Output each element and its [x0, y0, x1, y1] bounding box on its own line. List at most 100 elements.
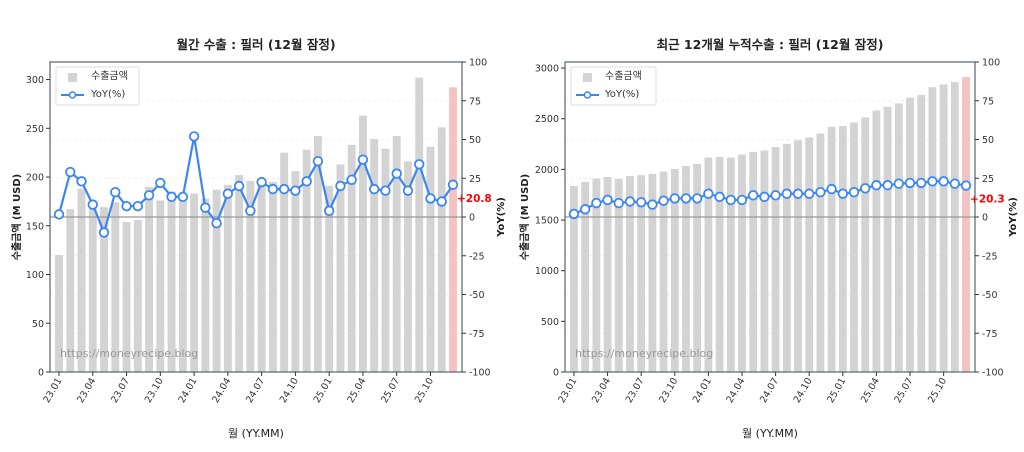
y2-tick-label: -50	[469, 290, 485, 301]
y2-axis-label: YoY(%)	[1008, 197, 1019, 238]
y-tick-label: 300	[26, 75, 44, 86]
yoy-point-24.11	[301, 176, 312, 187]
x-tick-label: 25.10	[926, 376, 949, 405]
bar-24.12	[313, 136, 322, 372]
bar-25.02	[850, 122, 858, 372]
x-tick-label: 24.01	[177, 376, 200, 405]
bar-23.08	[133, 219, 142, 372]
x-tick-label: 25.10	[413, 376, 436, 405]
bar-23.09	[145, 186, 153, 372]
yoy-point-23.11	[166, 191, 177, 203]
chart-title: 월간 수출 : 필러 (12월 잠정)	[176, 37, 335, 52]
y-tick-label: 1000	[535, 266, 559, 277]
y-tick-label: 100	[26, 270, 44, 281]
yoy-point-25.09	[927, 176, 938, 187]
yoy-point-24.10	[290, 185, 301, 196]
bar-25.02	[336, 164, 345, 372]
bar-25.08	[404, 161, 412, 372]
yoy-point-23.06	[624, 196, 636, 207]
yoy-point-23.08	[132, 200, 144, 212]
bar-25.04	[359, 115, 367, 372]
bar-23.02	[66, 209, 75, 372]
yoy-point-23.09	[143, 190, 155, 201]
bar-23.03	[592, 178, 601, 372]
bar-24.07	[771, 146, 780, 372]
yoy-point-25.04	[871, 180, 882, 191]
x-tick-label: 24.10	[792, 376, 815, 405]
watermark: https://moneyrecipe.blog	[60, 347, 198, 360]
yoy-point-25.05	[368, 183, 380, 195]
yoy-point-25.12	[960, 180, 972, 191]
y-tick-label: 0	[553, 368, 559, 379]
y-axis-label: 수출금액 (M USD)	[10, 174, 23, 260]
bar-25.06	[894, 103, 903, 373]
y-tick-label: 3000	[535, 64, 559, 75]
yoy-point-23.04	[87, 199, 98, 210]
cumulative-export-chart: 0 500 1000 1500 2000 2500 3000 -100 -75 -50 -25 0 25…	[518, 37, 1019, 440]
y-axis-label: 수출금액 (M USD)	[518, 174, 531, 260]
bar-25.10	[426, 146, 435, 372]
y-tick-label: 150	[26, 221, 44, 232]
bar-25.01	[325, 185, 334, 372]
y-tick-label: 1500	[535, 216, 559, 227]
yoy-point-24.02	[200, 202, 211, 213]
bar-23.03	[77, 188, 86, 372]
yoy-point-23.10	[155, 177, 166, 189]
yoy-point-23.09	[658, 195, 669, 206]
yoy-point-25.02	[848, 186, 860, 198]
bar-25.06	[381, 148, 390, 372]
bar-24.05	[749, 151, 758, 372]
bar-23.06	[626, 175, 634, 372]
y2-axis-label: YoY(%)	[496, 197, 507, 238]
yoy-point-24.05	[747, 190, 759, 201]
chart-title: 최근 12개월 누적수출 : 필러 (12월 잠정)	[657, 37, 884, 52]
bar-23.01	[570, 186, 578, 372]
bar-24.05	[235, 175, 244, 372]
bar-23.05	[614, 178, 623, 372]
bar-23.05	[100, 207, 108, 372]
bar-23.04	[88, 204, 97, 372]
bar-25.12	[449, 87, 457, 372]
bar-24.06	[246, 180, 255, 372]
yoy-point-23.07	[121, 200, 132, 212]
x-tick-label: 25.04	[859, 376, 882, 405]
yoy-point-24.06	[759, 191, 770, 203]
x-axis-label: 월 (YY.MM)	[228, 427, 284, 440]
yoy-point-23.02	[65, 166, 76, 178]
yoy-point-24.02	[714, 191, 725, 203]
yoy-point-25.11	[436, 196, 447, 207]
y-tick-label: 2500	[535, 114, 559, 125]
bar-25.10	[939, 84, 948, 372]
y-tick-label: 2000	[535, 165, 559, 176]
yoy-point-24.06	[245, 205, 256, 217]
y2-tick-label: -75	[469, 329, 485, 340]
yoy-point-24.01	[188, 131, 200, 142]
x-tick-label: 24.04	[210, 376, 233, 405]
bar-24.10	[291, 171, 300, 372]
yoy-point-24.11	[815, 186, 826, 198]
bar-25.07	[392, 136, 401, 372]
bar-23.01	[55, 255, 63, 372]
bar-24.01	[704, 157, 713, 372]
yoy-point-23.03	[591, 197, 602, 209]
y-tick-label: 200	[26, 173, 44, 184]
bar-24.09	[794, 140, 802, 372]
bar-24.09	[280, 152, 289, 372]
y2-tick-label: 50	[469, 135, 481, 146]
yoy-point-25.07	[391, 168, 402, 179]
x-tick-label: 23.10	[657, 376, 680, 405]
bar-24.04	[738, 154, 746, 372]
y2-tick-label: 0	[982, 213, 988, 224]
yoy-point-24.03	[211, 217, 222, 229]
y2-tick-label: -50	[982, 290, 998, 301]
yoy-point-24.04	[736, 194, 748, 206]
yoy-point-25.09	[414, 159, 425, 170]
y2-tick-label: 0	[469, 213, 475, 224]
x-tick-label: 24.07	[244, 376, 267, 405]
bar-25.11	[950, 82, 959, 372]
yoy-point-23.01	[568, 208, 580, 220]
bar-24.11	[302, 149, 311, 372]
y2-tick-label: 75	[982, 96, 994, 107]
x-axis-label: 월 (YY.MM)	[742, 427, 798, 440]
bar-24.01	[190, 193, 199, 372]
